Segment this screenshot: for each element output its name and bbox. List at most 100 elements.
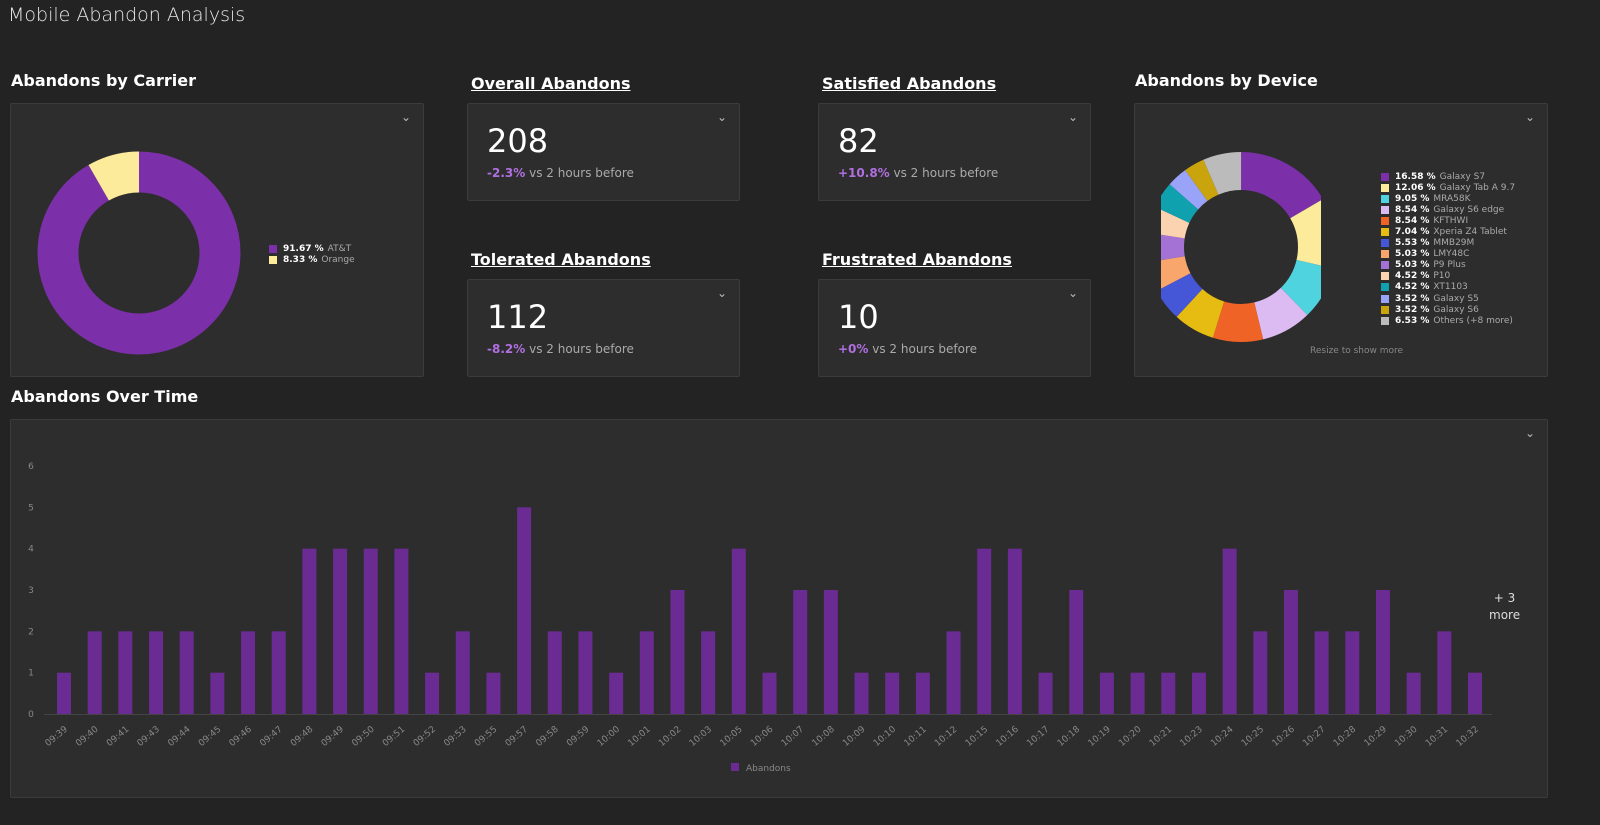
bar[interactable]	[517, 507, 532, 714]
bar[interactable]	[394, 548, 409, 714]
legend-item[interactable]: 9.05 % MRA58K	[1381, 193, 1515, 204]
chevron-down-icon[interactable]: ⌄	[400, 110, 411, 124]
carrier-panel: ⌄ 91.67 % AT&T 8.33 % Orange	[10, 103, 424, 377]
chevron-down-icon[interactable]: ⌄	[716, 286, 727, 300]
x-tick-label: 09:46	[228, 724, 255, 749]
chevron-down-icon[interactable]: ⌄	[1524, 426, 1535, 440]
x-tick-label: 10:21	[1148, 725, 1174, 749]
legend-label[interactable]: Abandons	[746, 764, 791, 774]
frustrated-abandons-title[interactable]: Frustrated Abandons	[822, 250, 1012, 269]
legend-item[interactable]: 5.03 % LMY48C	[1381, 249, 1515, 260]
legend-item[interactable]: 4.52 % P10	[1381, 271, 1515, 282]
legend-item[interactable]: 91.67 % AT&T	[269, 243, 355, 254]
device-slice[interactable]	[1161, 152, 1321, 342]
legend-item[interactable]: 8.54 % KFTHWI	[1381, 215, 1515, 226]
bar[interactable]	[1283, 590, 1298, 714]
bar[interactable]	[87, 631, 102, 714]
bar[interactable]	[149, 631, 164, 714]
legend-pct: 16.58 %	[1395, 171, 1436, 182]
bar[interactable]	[793, 590, 808, 714]
bar[interactable]	[1222, 548, 1237, 714]
carrier-slice[interactable]	[37, 151, 241, 355]
legend-item[interactable]: 12.06 % Galaxy Tab A 9.7	[1381, 182, 1515, 193]
bar[interactable]	[670, 590, 685, 714]
bar[interactable]	[241, 631, 256, 714]
bar[interactable]	[210, 672, 225, 714]
bar[interactable]	[179, 631, 194, 714]
legend-item[interactable]: 5.03 % P9 Plus	[1381, 260, 1515, 271]
bar[interactable]	[915, 672, 930, 714]
chevron-down-icon[interactable]: ⌄	[716, 110, 727, 124]
legend-item[interactable]: 4.52 % XT1103	[1381, 282, 1515, 293]
bar[interactable]	[1069, 590, 1084, 714]
chevron-down-icon[interactable]: ⌄	[1067, 110, 1078, 124]
x-tick-label: 09:39	[44, 724, 71, 749]
bar[interactable]	[57, 672, 71, 714]
bar[interactable]	[854, 672, 869, 714]
legend-item[interactable]: 3.52 % Galaxy S6	[1381, 304, 1515, 315]
more-series-link[interactable]: + 3 more	[1489, 590, 1520, 624]
bar[interactable]	[731, 548, 746, 714]
bar[interactable]	[639, 631, 654, 714]
legend-item[interactable]: 8.33 % Orange	[269, 254, 355, 265]
legend-item[interactable]: 8.54 % Galaxy S6 edge	[1381, 204, 1515, 215]
x-tick-label: 09:55	[473, 725, 499, 749]
legend-swatch	[1381, 194, 1389, 203]
bar[interactable]	[363, 548, 378, 714]
bar[interactable]	[1406, 672, 1421, 714]
bar[interactable]	[1253, 631, 1268, 714]
bar[interactable]	[1345, 631, 1360, 714]
bar[interactable]	[425, 672, 440, 714]
legend-swatch	[1381, 205, 1389, 214]
legend-item[interactable]: 3.52 % Galaxy S5	[1381, 293, 1515, 304]
overall-abandons-title[interactable]: Overall Abandons	[471, 74, 631, 93]
legend-item[interactable]: 16.58 % Galaxy S7	[1381, 171, 1515, 182]
bar[interactable]	[1038, 672, 1053, 714]
legend-item[interactable]: 6.53 % Others (+8 more)	[1381, 315, 1515, 326]
x-tick-label: 09:50	[350, 724, 377, 749]
bar[interactable]	[701, 631, 716, 714]
bar[interactable]	[1314, 631, 1329, 714]
bar[interactable]	[1191, 672, 1206, 714]
chevron-down-icon[interactable]: ⌄	[1524, 110, 1535, 124]
bar[interactable]	[578, 631, 593, 714]
bar[interactable]	[1130, 672, 1145, 714]
legend-item[interactable]: 5.53 % MMB29M	[1381, 238, 1515, 249]
bar[interactable]	[762, 672, 777, 714]
legend-item[interactable]: 7.04 % Xperia Z4 Tablet	[1381, 226, 1515, 237]
x-tick-label: 09:40	[74, 724, 101, 749]
bar[interactable]	[946, 631, 961, 714]
bar[interactable]	[486, 672, 501, 714]
x-tick-label: 10:24	[1209, 724, 1236, 749]
bar[interactable]	[302, 548, 317, 714]
bar[interactable]	[1099, 672, 1114, 714]
x-tick-label: 09:43	[136, 725, 162, 749]
chevron-down-icon[interactable]: ⌄	[1067, 286, 1078, 300]
bar[interactable]	[455, 631, 470, 714]
bar[interactable]	[885, 672, 900, 714]
bar[interactable]	[1375, 590, 1390, 714]
legend-pct: 3.52 %	[1395, 304, 1430, 315]
bar[interactable]	[1161, 672, 1176, 714]
device-slice[interactable]	[1161, 152, 1321, 342]
device-slice[interactable]	[1161, 152, 1321, 342]
tolerated-abandons-title[interactable]: Tolerated Abandons	[471, 250, 651, 269]
legend-label: Galaxy S5	[1433, 293, 1479, 304]
satisfied-abandons-delta: +10.8% vs 2 hours before	[838, 166, 998, 180]
x-tick-label: 10:31	[1424, 725, 1450, 749]
device-slice[interactable]	[1161, 152, 1321, 342]
bar[interactable]	[1468, 672, 1482, 714]
legend-pct: 6.53 %	[1395, 315, 1430, 326]
bar[interactable]	[1007, 548, 1022, 714]
satisfied-abandons-title[interactable]: Satisfied Abandons	[822, 74, 997, 93]
x-tick-label: 10:02	[657, 725, 683, 749]
bar[interactable]	[823, 590, 838, 714]
bar[interactable]	[118, 631, 133, 714]
bar[interactable]	[271, 631, 286, 714]
resize-hint: Resize to show more	[1310, 346, 1404, 356]
bar[interactable]	[1437, 631, 1452, 714]
bar[interactable]	[609, 672, 624, 714]
bar[interactable]	[333, 548, 348, 714]
bar[interactable]	[547, 631, 562, 714]
bar[interactable]	[977, 548, 992, 714]
